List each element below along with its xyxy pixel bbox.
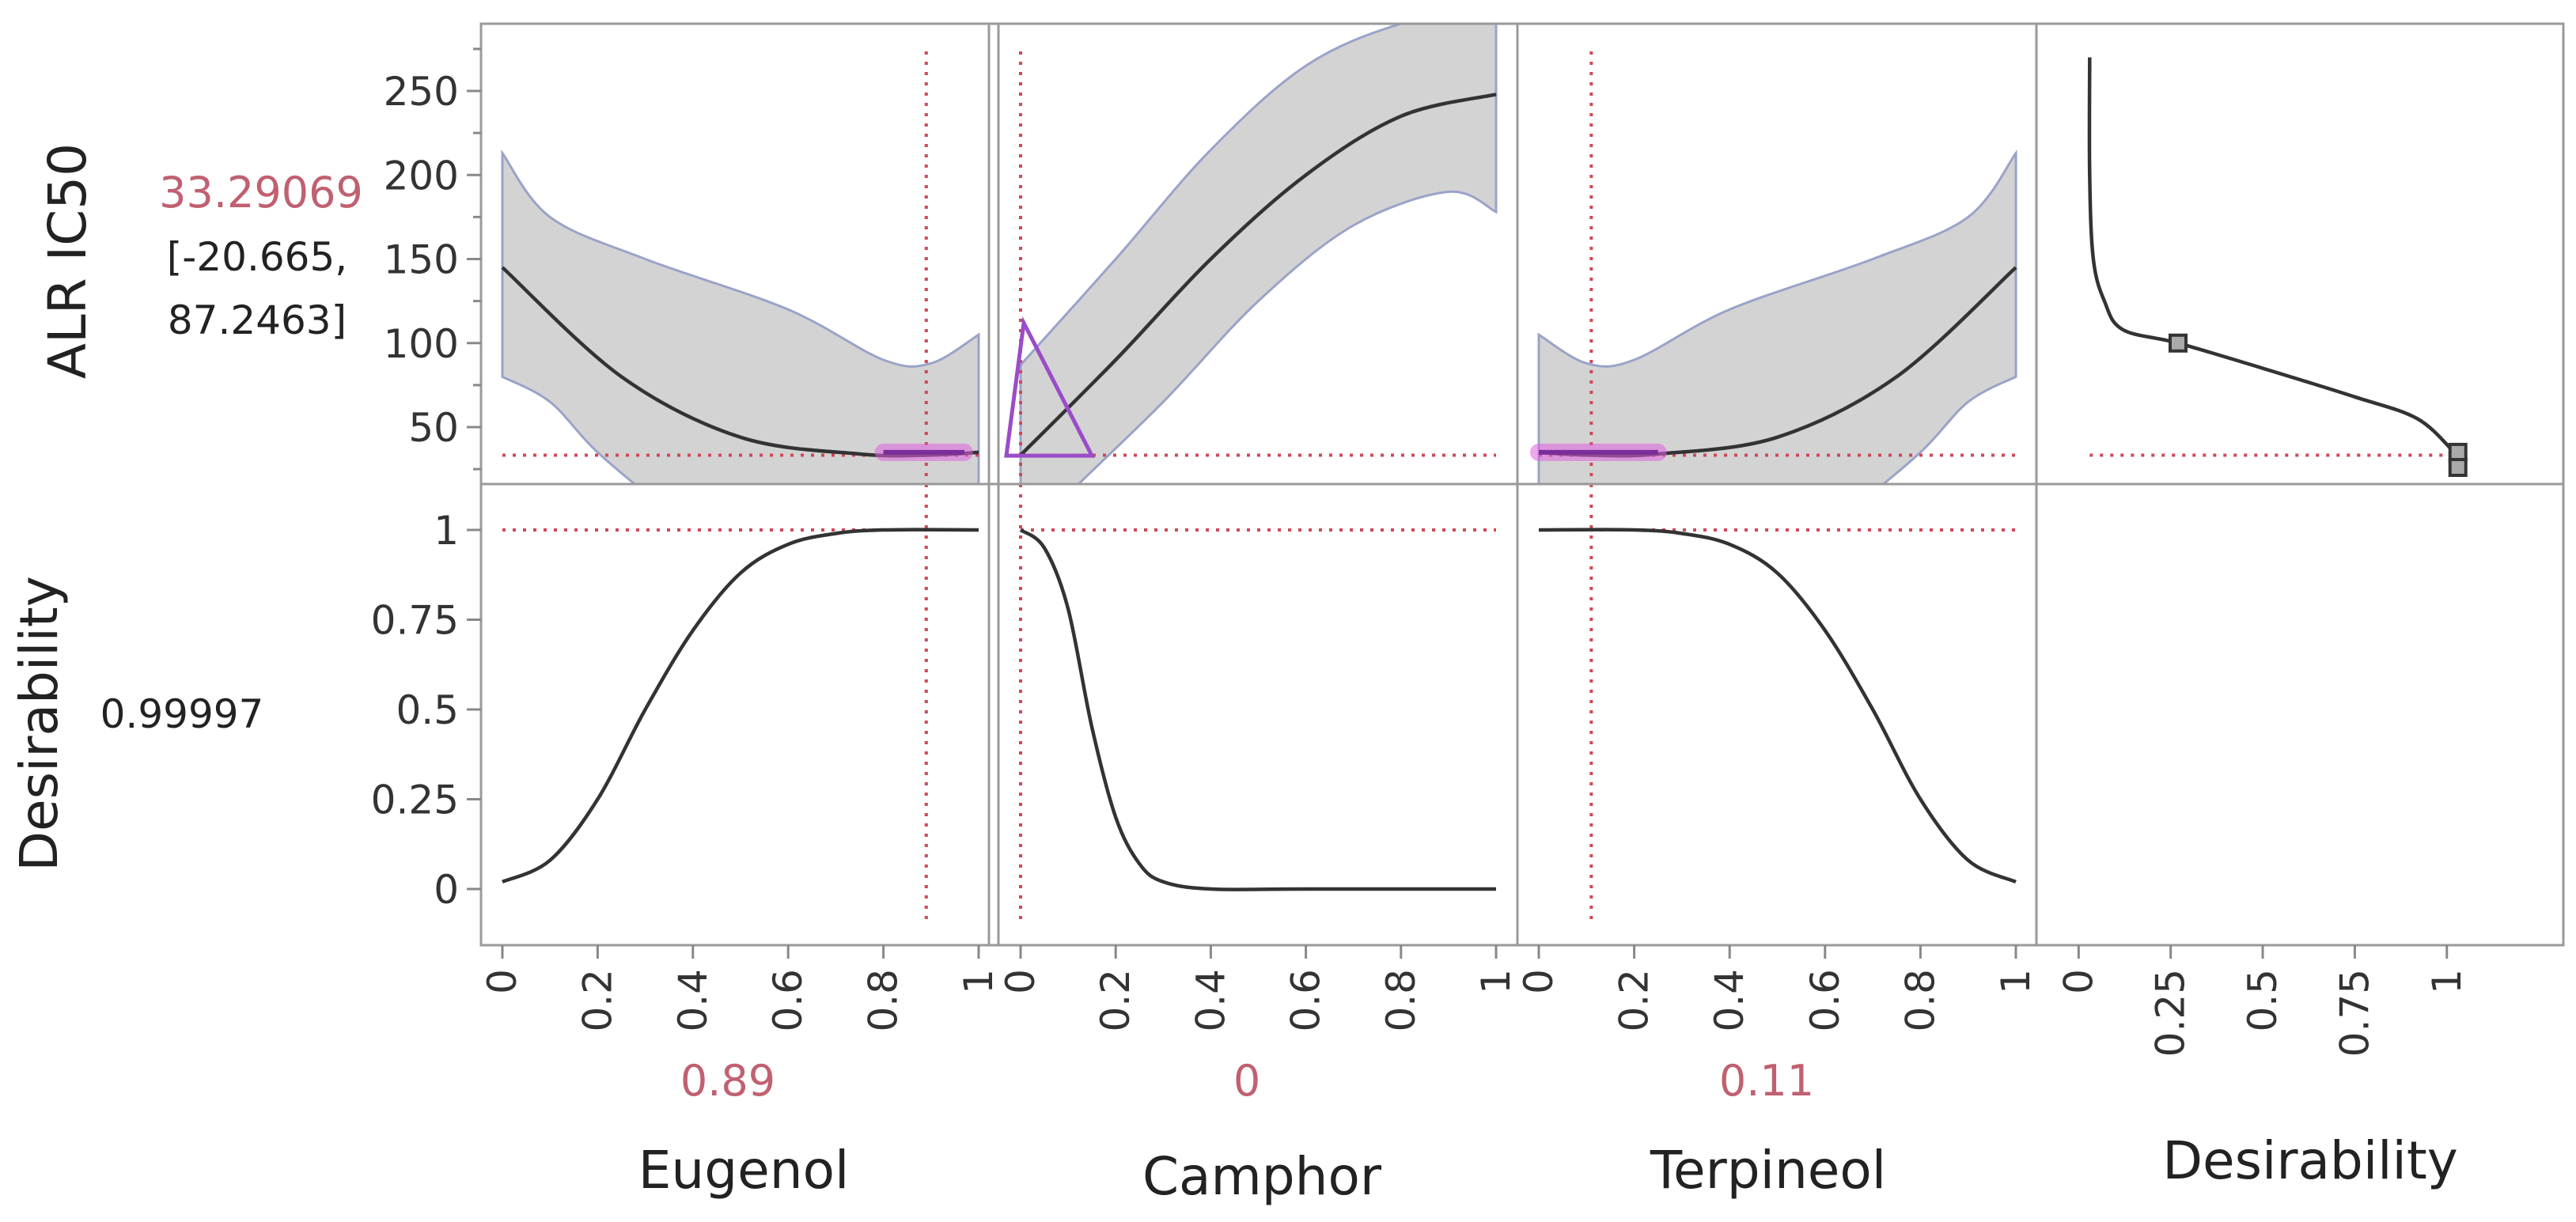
terpineol-x-tick-label: 0.4 — [1707, 969, 1752, 1032]
alr-ic50-y-tick-label: 200 — [384, 153, 459, 199]
eugenol-x-tick-label: 0.8 — [861, 969, 907, 1032]
response-label-alr-ic50: ALR IC50 — [37, 143, 98, 379]
alr-ic50-ci-lower: [-20.665, — [167, 234, 347, 280]
eugenol-x-tick-label: 0.2 — [574, 969, 620, 1032]
factor-label-terpineol: Terpineol — [1650, 1140, 1886, 1201]
alr-ic50-y-tick-label: 150 — [384, 237, 459, 283]
terpineol-x-tick-label: 0 — [1516, 969, 1562, 994]
eugenol-ic50-confidence-band — [501, 149, 980, 484]
factor-label-camphor: Camphor — [1142, 1146, 1382, 1207]
camphor-current-value: 0 — [1233, 1056, 1260, 1106]
eugenol-x-tick-label: 0.4 — [670, 969, 716, 1032]
desirability-y-tick-label: 0 — [434, 867, 459, 913]
desirability-y-tick-label: 0.75 — [371, 598, 459, 644]
alr-ic50-current-value: 33.29069 — [159, 168, 363, 218]
camphor-x-tick-label: 0.8 — [1378, 969, 1424, 1032]
camphor-ic50-curve — [1019, 93, 1497, 457]
desirability-y-tick-label: 0.5 — [396, 687, 459, 733]
eugenol-x-tick-label: 1 — [956, 969, 1002, 994]
camphor-density-triangle — [1004, 316, 1096, 458]
desirability-control-point[interactable] — [2448, 442, 2468, 462]
alr-ic50-ci-upper: 87.2463] — [168, 297, 347, 343]
eugenol-current-value: 0.89 — [680, 1056, 775, 1106]
alr-ic50-y-tick-label: 100 — [384, 321, 459, 367]
camphor-x-tick-label: 0.4 — [1188, 969, 1233, 1032]
desirability-x-tick-label: 0.75 — [2332, 969, 2377, 1057]
camphor-x-tick-label: 0.6 — [1283, 969, 1329, 1032]
factor-label-desirability: Desirability — [2162, 1130, 2458, 1191]
factor-label-eugenol: Eugenol — [638, 1140, 850, 1201]
terpineol-x-tick-label: 0.6 — [1802, 969, 1848, 1032]
response-label-desirability: Desirability — [9, 576, 70, 872]
terpineol-ic50-confidence-band — [1537, 149, 2017, 484]
desirability-y-tick-label: 0.25 — [371, 777, 459, 823]
desirability-x-tick-label: 0.5 — [2240, 969, 2286, 1032]
desirability-x-tick-label: 0 — [2055, 969, 2101, 994]
eugenol-x-tick-label: 0 — [479, 969, 525, 994]
terpineol-current-value: 0.11 — [1719, 1056, 1814, 1106]
camphor-x-tick-label: 0.2 — [1093, 969, 1138, 1032]
terpineol-x-tick-label: 1 — [1993, 969, 2039, 994]
eugenol-x-tick-label: 0.6 — [765, 969, 811, 1032]
camphor-ic50-confidence-band — [1019, 24, 1498, 484]
camphor-x-tick-label: 1 — [1473, 969, 1519, 994]
terpineol-x-tick-label: 0.8 — [1897, 969, 1943, 1032]
desirability-function-curve — [2087, 57, 2456, 454]
camphor-desirability-curve — [1019, 528, 1496, 891]
alr-ic50-y-tick-label: 50 — [408, 405, 459, 451]
eugenol-desirability-curve — [502, 528, 979, 883]
desirability-y-tick-label: 1 — [434, 508, 459, 554]
camphor-x-tick-label: 0 — [998, 969, 1044, 994]
alr-ic50-y-tick-label: 250 — [384, 69, 459, 115]
desirability-current-value: 0.99997 — [100, 691, 264, 737]
desirability-control-point[interactable] — [2448, 458, 2468, 477]
desirability-x-tick-label: 1 — [2424, 969, 2470, 994]
desirability-control-point[interactable] — [2168, 333, 2188, 353]
desirability-x-tick-label: 0.25 — [2148, 969, 2194, 1057]
terpineol-desirability-curve — [1538, 528, 2017, 883]
terpineol-x-tick-label: 0.2 — [1612, 969, 1657, 1032]
